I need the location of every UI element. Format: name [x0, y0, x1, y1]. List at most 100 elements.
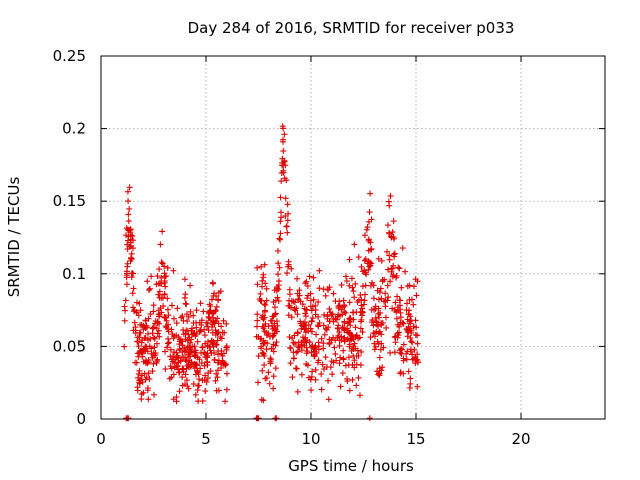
data-point — [145, 396, 152, 403]
data-point — [125, 415, 132, 422]
data-point — [294, 311, 301, 318]
x-tick-label: 5 — [201, 430, 211, 448]
data-point — [318, 335, 325, 342]
data-point — [303, 361, 310, 368]
data-point — [136, 334, 143, 341]
data-point — [200, 308, 207, 315]
data-point — [325, 377, 332, 384]
data-point — [162, 314, 169, 321]
data-point — [382, 297, 389, 304]
data-point — [313, 331, 320, 338]
data-point — [328, 358, 335, 365]
data-point — [322, 292, 329, 299]
data-point — [199, 398, 206, 405]
data-point — [323, 364, 330, 371]
data-point — [400, 355, 407, 362]
data-point — [261, 301, 268, 308]
data-point — [132, 324, 139, 331]
data-point — [410, 301, 417, 308]
data-point — [277, 230, 284, 237]
data-point — [148, 273, 155, 280]
data-point — [164, 344, 171, 351]
data-point — [357, 325, 364, 332]
data-point — [275, 286, 282, 293]
data-point — [173, 332, 180, 339]
data-point — [334, 325, 341, 332]
data-point — [213, 370, 220, 377]
data-point — [365, 218, 372, 225]
data-point — [372, 315, 379, 322]
data-point — [386, 229, 393, 236]
data-point — [260, 271, 267, 278]
data-point — [130, 285, 137, 292]
data-point — [284, 270, 291, 277]
data-point — [391, 349, 398, 356]
x-tick-label: 10 — [301, 430, 320, 448]
data-point — [371, 340, 378, 347]
data-point — [277, 236, 284, 243]
data-point — [410, 283, 417, 290]
data-point — [145, 315, 152, 322]
data-point — [303, 306, 310, 313]
data-point — [378, 340, 385, 347]
data-point — [220, 317, 227, 324]
data-point — [399, 245, 406, 252]
data-point — [309, 303, 316, 310]
data-point — [375, 310, 382, 317]
data-point — [323, 326, 330, 333]
data-point — [322, 325, 329, 332]
data-point — [335, 305, 342, 312]
data-point — [409, 351, 416, 358]
data-point — [269, 333, 276, 340]
data-point — [210, 280, 217, 287]
data-point — [215, 289, 222, 296]
data-point — [255, 415, 262, 422]
chart-title: Day 284 of 2016, SRMTID for receiver p03… — [188, 19, 515, 37]
data-point — [315, 357, 322, 364]
data-point — [355, 374, 362, 381]
data-point — [163, 324, 170, 331]
data-point — [259, 367, 266, 374]
data-point — [398, 346, 405, 353]
data-point — [400, 341, 407, 348]
data-point — [414, 340, 421, 347]
data-point — [321, 311, 328, 318]
data-point — [299, 301, 306, 308]
data-point — [383, 324, 390, 331]
data-point — [258, 396, 265, 403]
data-point — [213, 341, 220, 348]
data-point — [345, 354, 352, 361]
data-point — [262, 320, 269, 327]
data-point — [346, 299, 353, 306]
data-point — [223, 343, 230, 350]
data-point — [335, 332, 342, 339]
data-points — [121, 123, 422, 422]
data-point — [316, 285, 323, 292]
data-point — [367, 334, 374, 341]
data-point — [412, 276, 419, 283]
data-point — [300, 334, 307, 341]
data-point — [176, 341, 183, 348]
data-point — [176, 369, 183, 376]
data-point — [403, 307, 410, 314]
data-point — [259, 314, 266, 321]
data-point — [372, 303, 379, 310]
data-point — [410, 323, 417, 330]
data-point — [361, 297, 368, 304]
data-point — [208, 296, 215, 303]
data-point — [190, 381, 197, 388]
data-point — [379, 278, 386, 285]
data-point — [357, 291, 364, 298]
data-point — [168, 356, 175, 363]
data-point — [407, 313, 414, 320]
data-point — [407, 320, 414, 327]
data-point — [348, 347, 355, 354]
data-point — [278, 169, 285, 176]
data-point — [206, 301, 213, 308]
data-point — [385, 294, 392, 301]
data-point — [275, 297, 282, 304]
data-point — [346, 282, 353, 289]
data-point — [188, 348, 195, 355]
data-point — [140, 389, 147, 396]
data-point — [362, 282, 369, 289]
